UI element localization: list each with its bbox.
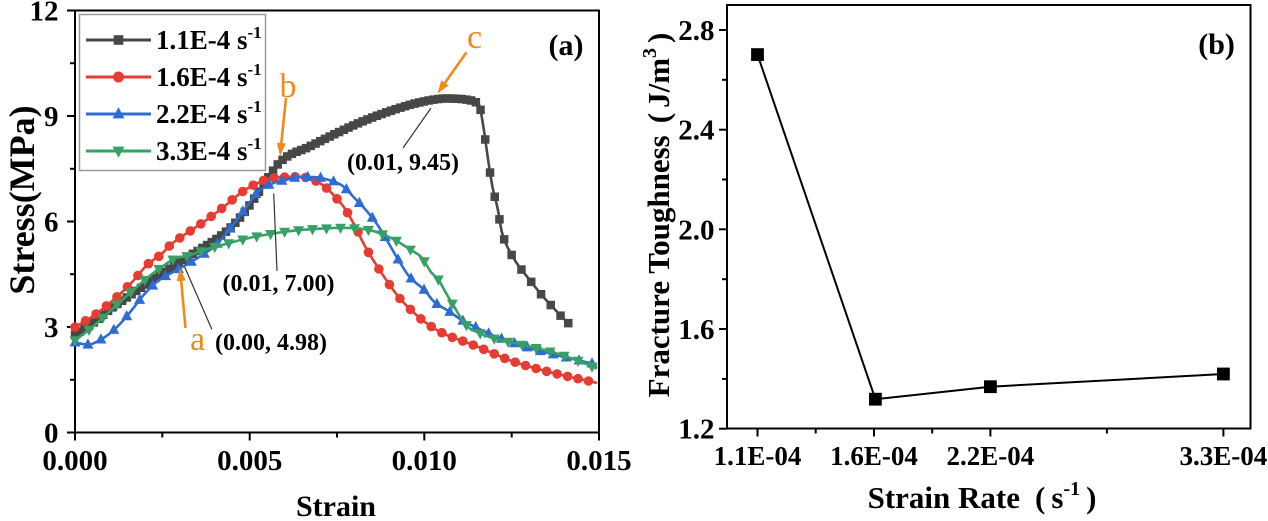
svg-text:12: 12 [30, 0, 59, 28]
svg-text:Fracture Toughness(J/m3): Fracture Toughness(J/m3) [639, 33, 676, 398]
svg-text:Strain: Strain [296, 490, 376, 521]
svg-text:(0.00, 4.98): (0.00, 4.98) [215, 330, 327, 356]
svg-text:1.6E-04: 1.6E-04 [830, 441, 918, 471]
svg-text:1.6E-4 s-1: 1.6E-4 s-1 [156, 60, 262, 92]
svg-text:2.0: 2.0 [678, 214, 714, 246]
svg-text:(b): (b) [1198, 28, 1235, 61]
svg-text:1.1E-4 s-1: 1.1E-4 s-1 [156, 23, 262, 55]
svg-text:9: 9 [44, 101, 59, 133]
svg-text:3.3E-4 s-1: 3.3E-4 s-1 [156, 134, 262, 166]
svg-text:0.000: 0.000 [42, 445, 107, 477]
svg-text:0: 0 [44, 418, 59, 450]
svg-text:a: a [190, 321, 205, 358]
svg-text:0.005: 0.005 [217, 445, 282, 477]
svg-text:6: 6 [44, 207, 59, 239]
svg-text:1.2: 1.2 [678, 414, 714, 446]
svg-text:2.8: 2.8 [678, 15, 714, 47]
svg-text:1.6: 1.6 [678, 314, 714, 346]
svg-text:2.2E-04: 2.2E-04 [947, 441, 1035, 471]
svg-text:(0.01, 9.45): (0.01, 9.45) [347, 150, 459, 176]
svg-text:0.015: 0.015 [566, 445, 631, 477]
svg-text:Strain Rate(s-1): Strain Rate(s-1) [868, 478, 1097, 515]
svg-text:3.3E-04: 3.3E-04 [1180, 441, 1268, 471]
svg-text:(a): (a) [549, 29, 584, 62]
svg-text:1.1E-04: 1.1E-04 [714, 441, 802, 471]
svg-text:c: c [467, 19, 482, 56]
svg-text:2.2E-4 s-1: 2.2E-4 s-1 [156, 97, 262, 129]
svg-text:b: b [280, 68, 297, 105]
svg-text:3: 3 [44, 312, 59, 344]
svg-text:Stress(MPa): Stress(MPa) [2, 105, 42, 294]
svg-text:2.4: 2.4 [678, 115, 714, 147]
svg-text:0.010: 0.010 [392, 445, 457, 477]
svg-text:(0.01, 7.00): (0.01, 7.00) [223, 271, 335, 297]
